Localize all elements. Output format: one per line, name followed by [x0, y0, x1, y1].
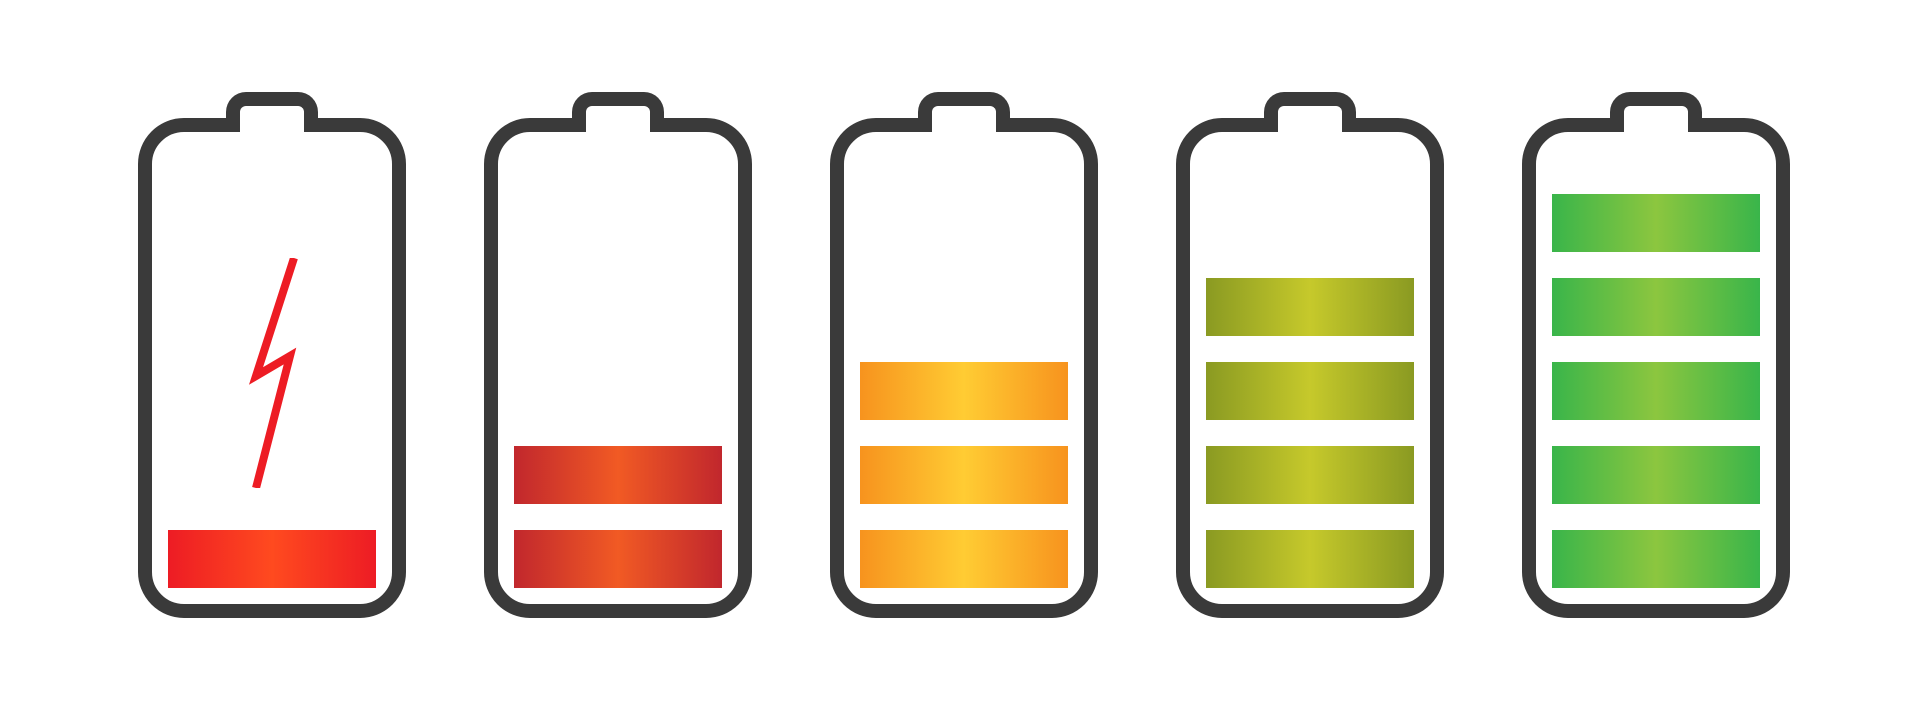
battery-bar	[860, 362, 1068, 420]
battery-bar	[168, 530, 376, 588]
battery-cap-mask	[240, 117, 304, 133]
battery-bar	[514, 446, 722, 504]
lightning-bolt-icon	[220, 258, 340, 488]
battery-4-full	[1522, 118, 1790, 618]
battery-level-infographic	[0, 0, 1920, 720]
battery-bar	[1206, 278, 1414, 336]
battery-bar	[1552, 194, 1760, 252]
battery-cap-mask	[932, 117, 996, 133]
battery-cap-mask	[586, 117, 650, 133]
battery-bar	[1552, 362, 1760, 420]
battery-bar	[1206, 530, 1414, 588]
battery-1-low	[484, 118, 752, 618]
battery-bar	[1552, 278, 1760, 336]
battery-bar	[1206, 446, 1414, 504]
battery-cap-mask	[1278, 117, 1342, 133]
battery-bar	[860, 446, 1068, 504]
battery-0-critical	[138, 118, 406, 618]
battery-bar	[860, 530, 1068, 588]
battery-3-high	[1176, 118, 1444, 618]
battery-bar	[1206, 362, 1414, 420]
battery-cap-mask	[1624, 117, 1688, 133]
battery-2-half	[830, 118, 1098, 618]
battery-bar	[1552, 446, 1760, 504]
battery-bar	[514, 530, 722, 588]
battery-bar	[1552, 530, 1760, 588]
